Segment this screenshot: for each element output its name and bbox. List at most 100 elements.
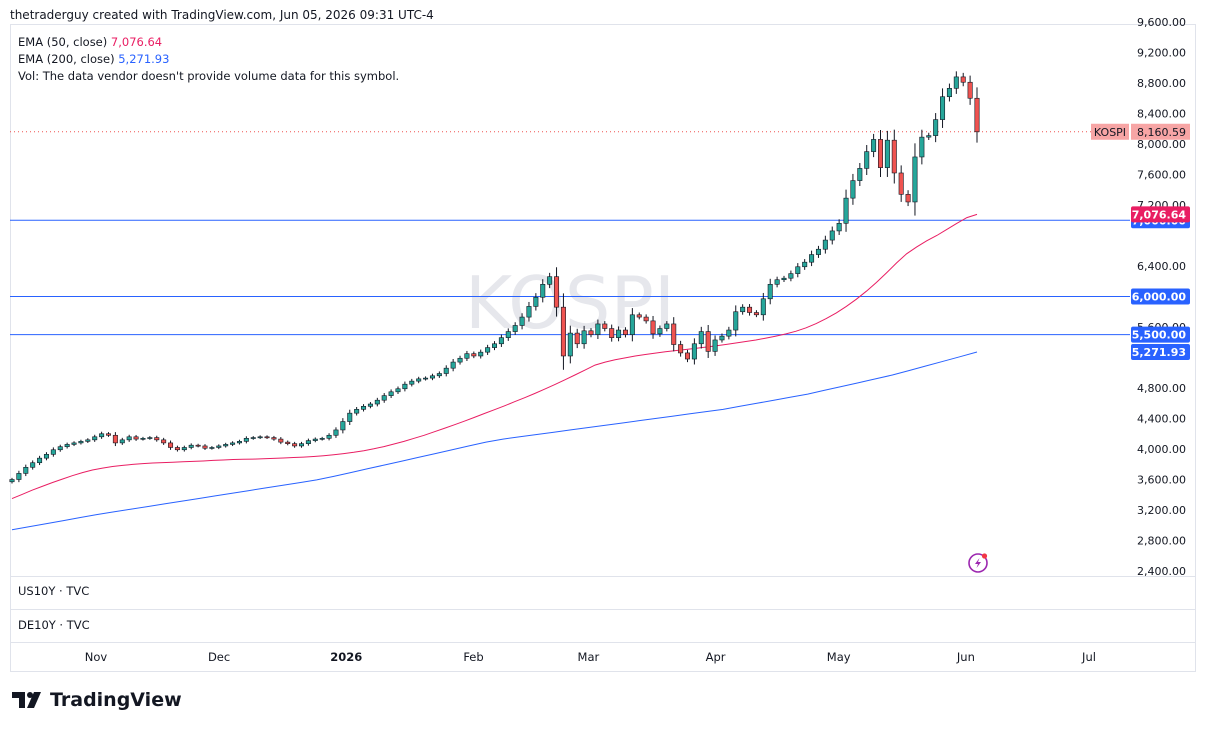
candle bbox=[657, 325, 663, 337]
candle-body bbox=[726, 329, 732, 337]
candle bbox=[30, 460, 36, 470]
candle bbox=[140, 436, 146, 441]
candle bbox=[588, 328, 594, 338]
candle-body bbox=[354, 409, 360, 414]
candle bbox=[457, 355, 463, 365]
candle-body bbox=[912, 156, 918, 203]
candle bbox=[567, 325, 573, 364]
candle bbox=[698, 326, 704, 349]
candle-body bbox=[16, 473, 22, 480]
ema200-legend[interactable]: EMA (200, close) 5,271.93 bbox=[18, 51, 399, 68]
candle bbox=[940, 88, 946, 128]
candle bbox=[209, 446, 215, 450]
candle-body bbox=[37, 457, 43, 464]
y-tick-label: 2,800.00 bbox=[1137, 535, 1186, 548]
candle-body bbox=[574, 332, 580, 345]
candle-body bbox=[698, 331, 704, 345]
ema50-price-tag bbox=[1131, 206, 1190, 223]
candle-body bbox=[829, 230, 835, 241]
candle-body bbox=[443, 367, 449, 374]
candle-body bbox=[815, 248, 821, 255]
candle bbox=[264, 435, 270, 440]
us10y-pane-label[interactable]: US10Y · TVC bbox=[18, 584, 90, 598]
candle-body bbox=[457, 357, 463, 363]
y-tick-label: 8,400.00 bbox=[1137, 108, 1186, 121]
candle bbox=[361, 404, 367, 412]
candle-body bbox=[864, 151, 870, 169]
candle bbox=[37, 455, 43, 466]
candle-body bbox=[195, 444, 201, 447]
candle bbox=[636, 312, 642, 320]
candle bbox=[326, 433, 332, 441]
de10y-pane-label[interactable]: DE10Y · TVC bbox=[18, 618, 90, 632]
flash-icon[interactable] bbox=[968, 553, 988, 573]
y-tick-label: 4,800.00 bbox=[1137, 382, 1186, 395]
ema200-price-label: 5,271.93 bbox=[1132, 346, 1186, 359]
candle-body bbox=[71, 442, 77, 445]
candle bbox=[409, 378, 415, 387]
candle-body bbox=[664, 323, 670, 329]
candle-body bbox=[119, 439, 125, 444]
y-tick-label: 9,200.00 bbox=[1137, 47, 1186, 60]
candle bbox=[478, 349, 484, 359]
candle-body bbox=[540, 283, 546, 298]
last-price-tag bbox=[1131, 123, 1190, 140]
candle bbox=[305, 438, 311, 446]
candle bbox=[230, 441, 236, 447]
tradingview-logo[interactable]: TradingView bbox=[12, 689, 182, 711]
candle bbox=[388, 389, 394, 399]
candle bbox=[774, 276, 780, 288]
candle-body bbox=[181, 447, 187, 451]
ema50-price-label: 7,076.64 bbox=[1132, 208, 1187, 221]
pane-divider[interactable] bbox=[10, 609, 1196, 610]
candle-body bbox=[264, 436, 270, 439]
candle bbox=[298, 441, 304, 448]
candle-body bbox=[802, 261, 808, 268]
candle-body bbox=[9, 479, 15, 483]
candle bbox=[9, 477, 15, 484]
candle bbox=[684, 349, 690, 363]
candle bbox=[333, 427, 339, 438]
candle bbox=[354, 407, 360, 416]
level-price-tag bbox=[1131, 288, 1190, 305]
x-tick-label: Dec bbox=[208, 650, 230, 664]
candle-body bbox=[30, 462, 36, 468]
candle bbox=[712, 335, 718, 356]
candle bbox=[719, 333, 725, 343]
x-tick-label: Nov bbox=[85, 650, 108, 664]
candle-body bbox=[719, 335, 725, 341]
candle bbox=[622, 327, 628, 338]
candle-body bbox=[905, 194, 911, 203]
candle bbox=[740, 304, 746, 315]
candle-body bbox=[740, 306, 746, 313]
y-tick-label: 7,600.00 bbox=[1137, 169, 1186, 182]
ema50-legend[interactable]: EMA (50, close) 7,076.64 bbox=[18, 34, 399, 51]
y-tick-label: 4,000.00 bbox=[1137, 443, 1186, 456]
candle bbox=[629, 308, 635, 342]
candle-body bbox=[85, 439, 91, 442]
candle bbox=[92, 434, 98, 442]
candle-body bbox=[154, 437, 160, 441]
candle-body bbox=[891, 139, 897, 174]
candle-body bbox=[23, 466, 29, 474]
candle-body bbox=[671, 323, 677, 345]
candle-body bbox=[209, 447, 215, 449]
candle bbox=[547, 272, 553, 289]
candle-body bbox=[926, 135, 932, 138]
candle bbox=[112, 432, 118, 447]
candle bbox=[64, 442, 70, 449]
level-price-tag bbox=[1131, 326, 1190, 343]
pane-divider[interactable] bbox=[10, 576, 1196, 577]
candle bbox=[257, 435, 263, 440]
candle-body bbox=[967, 81, 973, 99]
candle-body bbox=[588, 330, 594, 335]
candle-body bbox=[747, 306, 753, 313]
candle-body bbox=[809, 254, 815, 263]
candle bbox=[726, 326, 732, 340]
candle bbox=[864, 145, 870, 176]
candle bbox=[367, 402, 373, 409]
candle-body bbox=[464, 353, 470, 359]
tradingview-brand: TradingView bbox=[50, 689, 182, 711]
candle bbox=[753, 310, 759, 318]
